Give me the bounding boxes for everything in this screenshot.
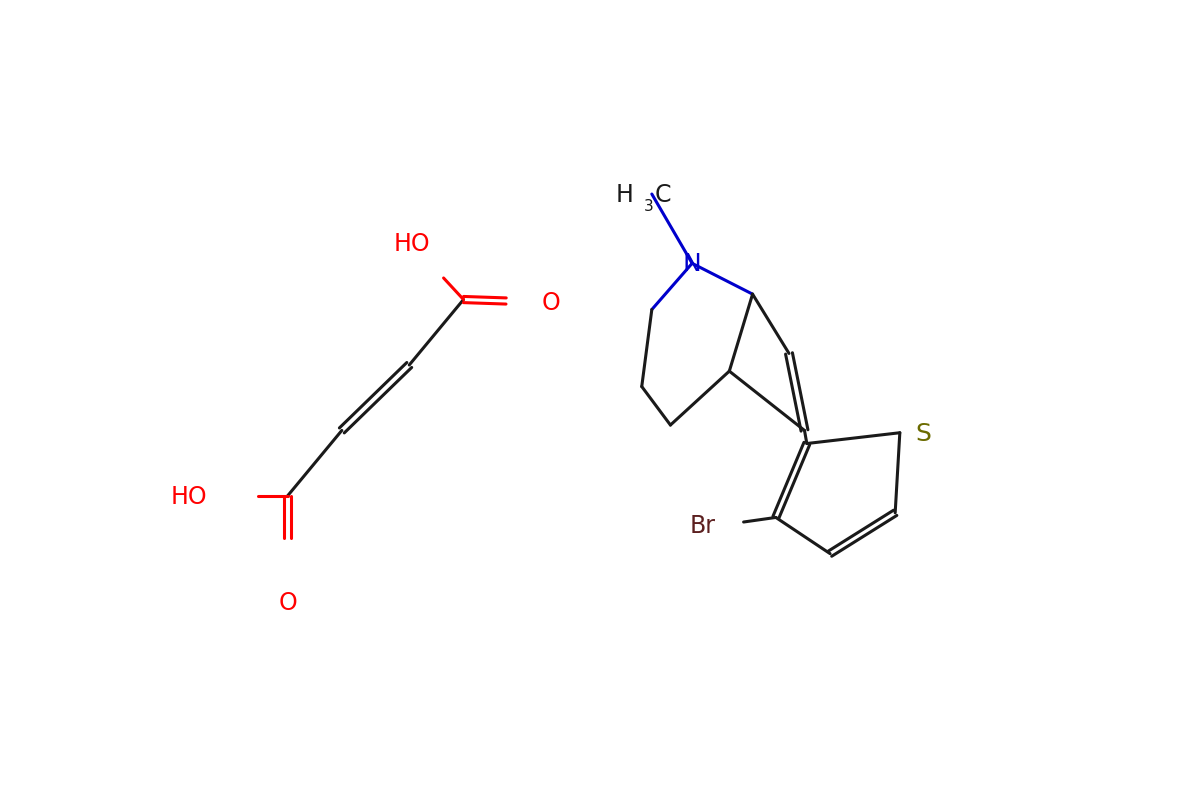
Text: H: H — [615, 183, 633, 207]
Text: HO: HO — [170, 484, 207, 508]
Text: HO: HO — [394, 232, 430, 256]
Text: C: C — [655, 183, 672, 207]
Text: S: S — [916, 422, 931, 445]
Text: 3: 3 — [644, 198, 654, 214]
Text: O: O — [542, 291, 560, 315]
Text: Br: Br — [689, 513, 716, 537]
Text: O: O — [278, 590, 297, 614]
Text: N: N — [682, 252, 701, 276]
